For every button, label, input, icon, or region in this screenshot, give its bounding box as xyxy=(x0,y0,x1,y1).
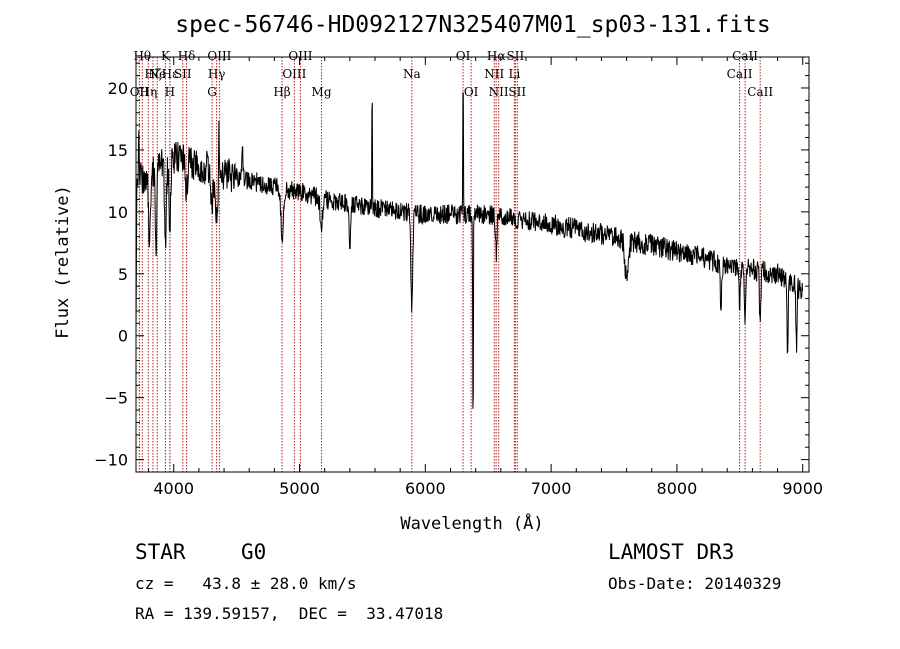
x-tick-label: 9000 xyxy=(782,479,823,498)
spectral-line-label: G xyxy=(207,85,217,99)
coordinates: RA = 139.59157, DEC = 33.47018 xyxy=(135,604,444,623)
spectral-line-label: NII xyxy=(484,67,504,81)
x-axis-ticks: 4000 5000 6000 7000 8000 9000 xyxy=(148,57,823,498)
spectral-line-label: Mg xyxy=(312,85,332,99)
spectral-line-label: Hη xyxy=(139,85,157,99)
y-tick-label: 5 xyxy=(118,265,128,284)
spectral-line-label: Hδ xyxy=(178,49,196,63)
redshift-readout: cz = 43.8 ± 28.0 km/s xyxy=(135,574,357,593)
spectral-line-label: Ne xyxy=(148,67,166,81)
spectral-line-label: Hθ xyxy=(133,49,151,63)
y-axis-ticks: −10 −5 0 5 10 15 20 xyxy=(94,62,809,470)
spectral-line-labels: OIIHθHηHζNeKHHεSIIHδGHγOIIIHβOIIIOIIIMgN… xyxy=(130,49,774,99)
y-axis-label: Flux (relative) xyxy=(53,185,73,339)
obs-date: Obs-Date: 20140329 xyxy=(608,574,782,593)
spectral-line-label: OIII xyxy=(288,49,312,63)
spectral-line-label: Hγ xyxy=(208,67,226,81)
object-class: STAR xyxy=(135,540,186,564)
y-tick-label: 10 xyxy=(108,203,128,222)
spectral-line-label: OII xyxy=(130,85,150,99)
spectrum-line xyxy=(135,92,804,409)
y-tick-label: −5 xyxy=(104,389,128,408)
spectral-line-label: OI xyxy=(456,49,471,63)
spectral-line-label: Li xyxy=(508,67,520,81)
spectral-line-label: OI xyxy=(464,85,479,99)
spectral-line-label: SII xyxy=(174,67,192,81)
spectral-line-label: Hβ xyxy=(273,85,290,99)
plot-frame xyxy=(135,56,810,473)
spectral-line-label: SII xyxy=(508,85,526,99)
y-tick-label: 0 xyxy=(118,327,128,346)
y-tick-label: 20 xyxy=(108,79,128,98)
spectral-line-label: K xyxy=(161,49,171,63)
spectral-line-label: CaII xyxy=(747,85,773,99)
spectral-line-label: CaII xyxy=(732,49,758,63)
spectral-line-label: OIII xyxy=(207,49,231,63)
x-axis-label: Wavelength (Å) xyxy=(400,512,543,534)
x-tick-label: 8000 xyxy=(657,479,698,498)
x-tick-label: 6000 xyxy=(405,479,446,498)
spectral-line-label: Na xyxy=(403,67,421,81)
spectral-line-label: NII xyxy=(489,85,509,99)
subclass: G0 xyxy=(241,540,267,564)
x-tick-label: 4000 xyxy=(153,479,194,498)
survey-name: LAMOST DR3 xyxy=(608,540,735,564)
x-tick-label: 5000 xyxy=(279,479,320,498)
chart-title: spec-56746-HD092127N325407M01_sp03-131.f… xyxy=(175,12,770,38)
spectral-line-markers xyxy=(138,57,761,472)
x-tick-label: 7000 xyxy=(531,479,572,498)
y-tick-label: 15 xyxy=(108,141,128,160)
spectral-line-label: CaII xyxy=(727,67,753,81)
spectral-line-label: H xyxy=(165,85,175,99)
spectral-line-label: Hε xyxy=(162,67,179,81)
spectral-line-label: Hα xyxy=(487,49,506,63)
spectral-line-label: Hζ xyxy=(144,67,161,81)
spectral-line-label: OIII xyxy=(282,67,306,81)
spectral-line-label: SII xyxy=(507,49,525,63)
y-tick-label: −10 xyxy=(94,451,128,470)
